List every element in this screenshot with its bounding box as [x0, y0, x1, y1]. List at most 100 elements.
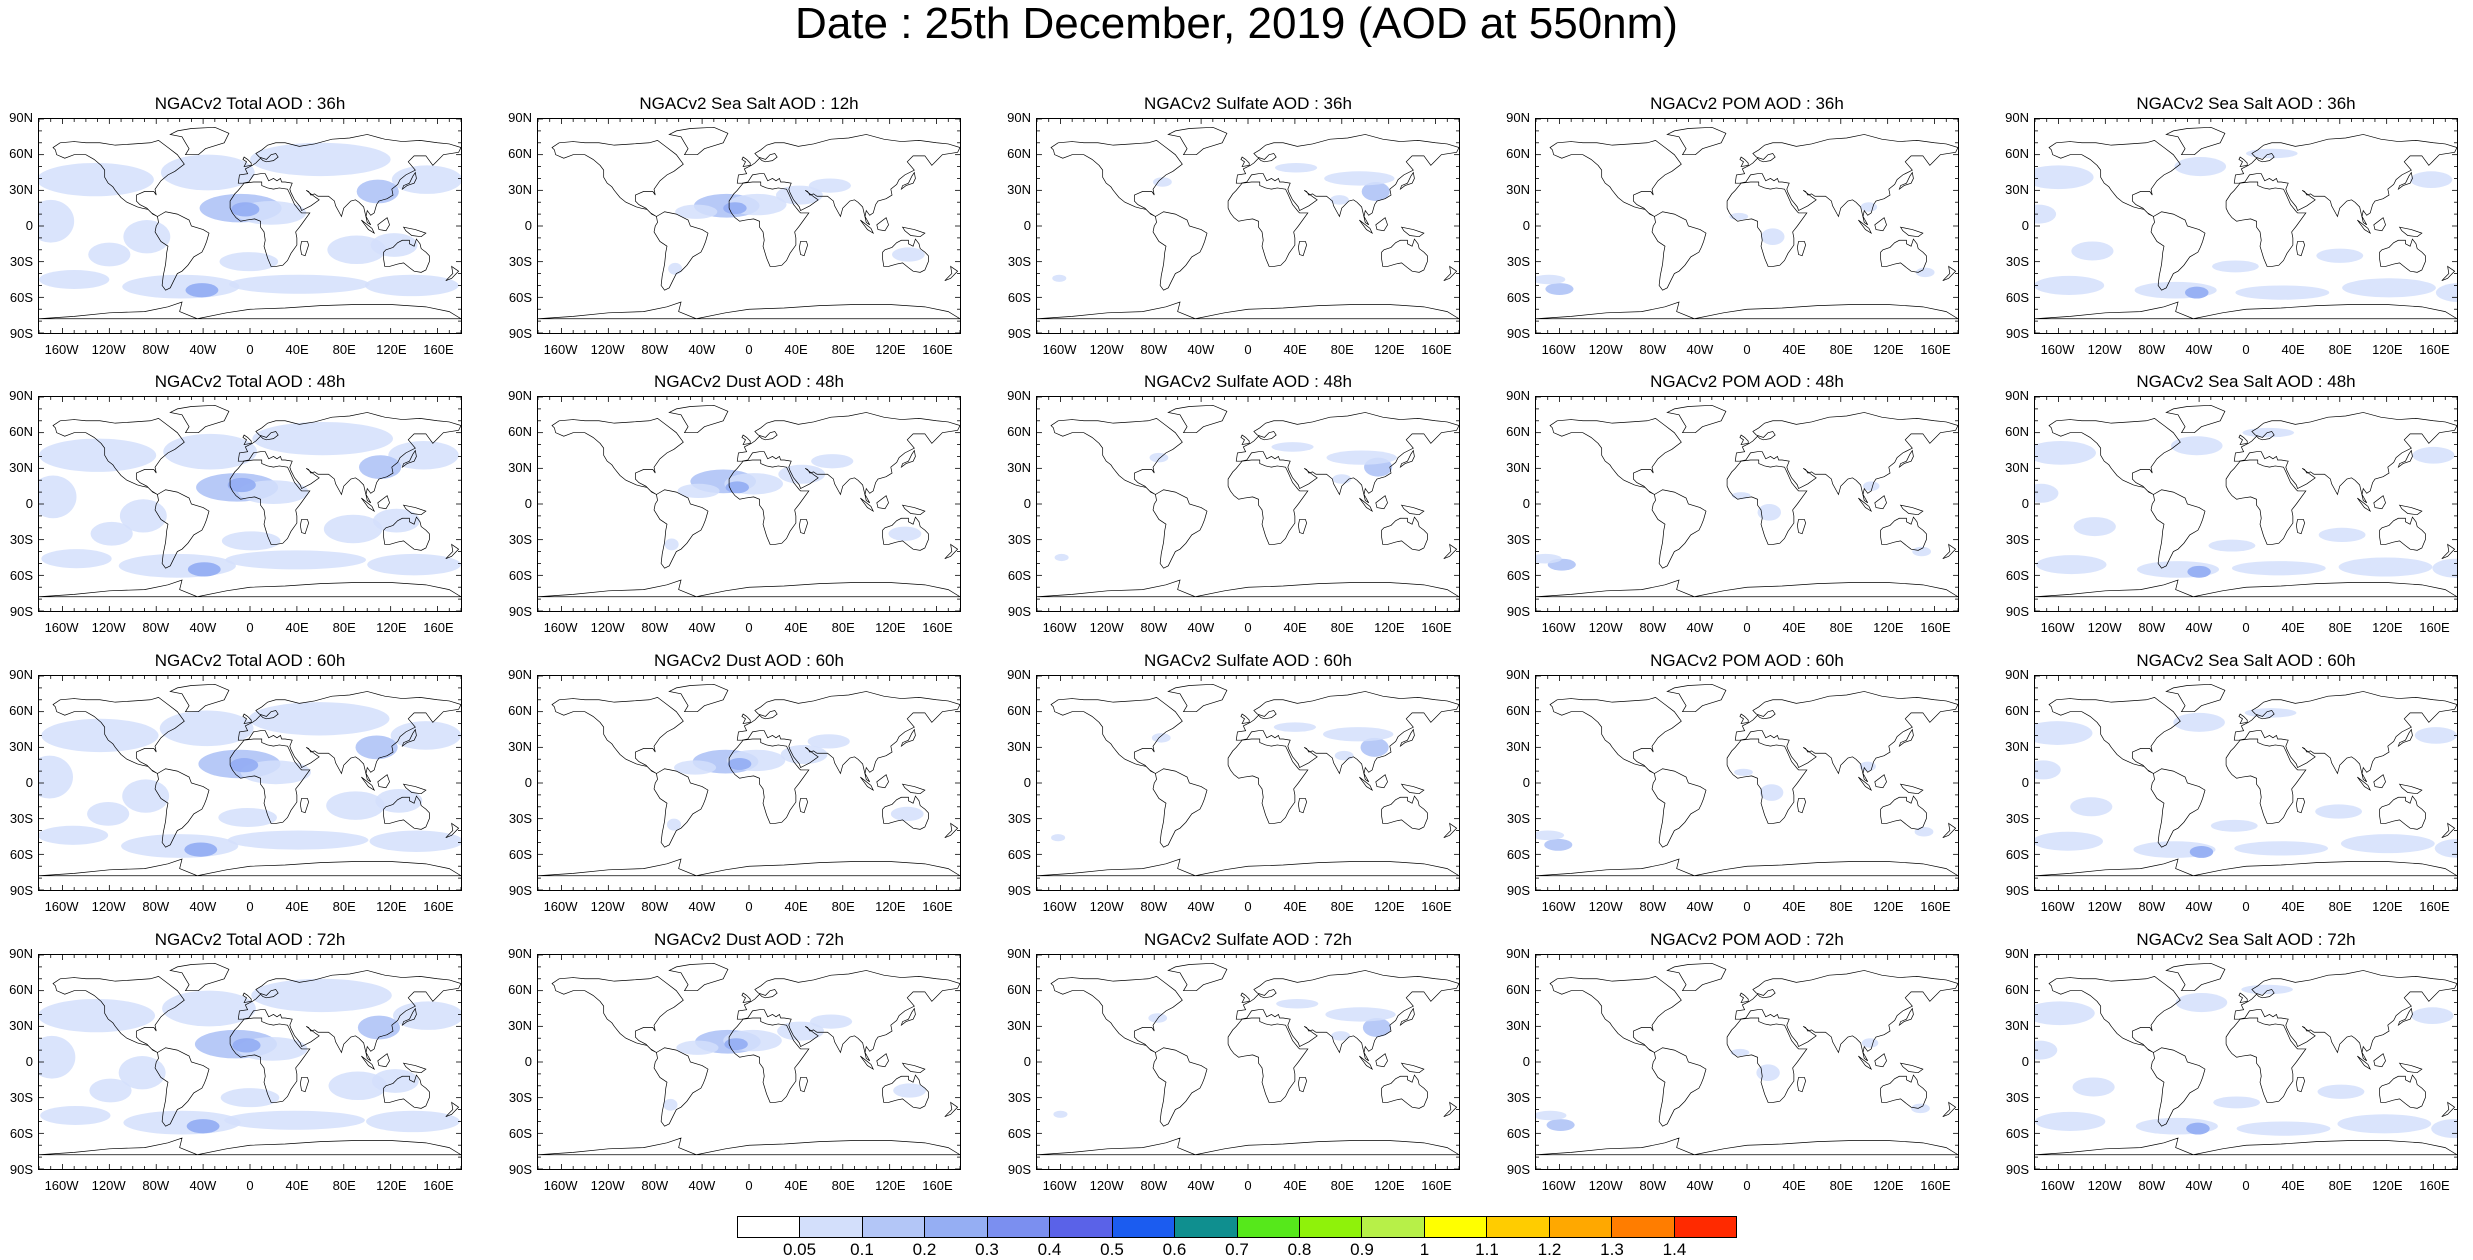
aod-plume [1863, 481, 1880, 491]
coastline [2150, 1047, 2206, 1127]
aod-plume [1915, 267, 1935, 278]
lon-label: 80W [641, 342, 669, 357]
lon-label: 80W [641, 1178, 669, 1193]
aod-plume [356, 179, 399, 204]
map-panel [1036, 675, 1460, 891]
lat-label: 0 [2021, 1054, 2029, 1069]
coastline [728, 738, 810, 824]
coastline [1880, 238, 1927, 273]
coastline [882, 795, 929, 830]
lon-label: 120E [1374, 899, 1405, 914]
main-title: Date : 25th December, 2019 (AOD at 550nm… [795, 0, 1678, 48]
lon-label: 80E [2328, 620, 2352, 635]
coastline [52, 697, 185, 774]
panel-title: NGACv2 POM AOD : 36h [1650, 94, 1844, 113]
map-panel [537, 396, 961, 612]
aod-field [39, 702, 461, 858]
colorbar-swatch [1299, 1217, 1363, 1237]
aod-plume [2337, 1114, 2432, 1134]
lon-label: 120W [1089, 620, 1124, 635]
coastline [900, 449, 916, 469]
colorbar-label: 0.2 [912, 1240, 937, 1259]
coastline [1536, 1137, 1958, 1156]
coastline [2225, 459, 2307, 545]
lon-label: 80E [1829, 1178, 1853, 1193]
aod-plume [1914, 826, 1934, 837]
coastline [1381, 238, 1428, 273]
lon-label: 160W [1541, 1178, 1576, 1193]
aod-plume [41, 549, 112, 569]
aod-plume [663, 1098, 678, 1111]
coastline [551, 697, 684, 774]
lon-label: 160E [1421, 1178, 1452, 1193]
lat-label: 60S [2005, 568, 2029, 583]
lat-label: 0 [25, 1054, 33, 1069]
coastline [944, 1101, 959, 1118]
aod-plume [807, 734, 850, 749]
lon-label: 120E [1374, 342, 1405, 357]
aod-plume [39, 269, 110, 290]
aod-field [1054, 442, 1397, 562]
coastline [229, 181, 311, 267]
lon-label: 120E [875, 342, 906, 357]
aod-plume [1861, 1038, 1879, 1048]
aod-field [1052, 162, 1395, 282]
aod-plume [666, 818, 682, 831]
lat-label: 90N [1007, 946, 1031, 961]
coastline [2357, 219, 2372, 235]
aod-plume [2208, 539, 2256, 552]
aod-plume [2035, 721, 2093, 745]
aod-plume [1051, 834, 1066, 842]
lat-label: 30S [2005, 1090, 2029, 1105]
lon-label: 0 [745, 342, 753, 357]
lon-label: 160W [2040, 342, 2075, 357]
lat-label: 30S [1007, 532, 1031, 547]
aod-plume [39, 1035, 76, 1079]
aod-plume [2035, 483, 2059, 503]
aod-plume [2036, 555, 2107, 575]
lat-label: 30N [1506, 739, 1530, 754]
coastline [445, 822, 460, 839]
lat-label: 90S [2005, 883, 2029, 898]
coastline [2398, 783, 2423, 795]
colorbar-label: 0.1 [850, 1240, 874, 1259]
coastline [402, 1062, 427, 1074]
lon-label: 120W [1588, 620, 1623, 635]
lon-label: 160W [543, 342, 578, 357]
coastline [229, 738, 311, 824]
world-map [1037, 397, 1459, 611]
aod-plume [2412, 446, 2455, 464]
lat-label: 0 [25, 775, 33, 790]
coastline [1359, 776, 1374, 792]
panel-title: NGACv2 Sulfate AOD : 48h [1144, 372, 1352, 391]
lon-label: 120E [2372, 342, 2403, 357]
lat-label: 30N [508, 739, 532, 754]
lat-label: 30S [2005, 811, 2029, 826]
aod-plume [2411, 1007, 2454, 1024]
lat-label: 60N [2005, 146, 2029, 161]
coastline [154, 768, 210, 848]
lon-label: 120W [1089, 899, 1124, 914]
lon-label: 160W [2040, 620, 2075, 635]
lat-label: 60S [9, 1126, 33, 1141]
aod-field [663, 1014, 927, 1111]
lon-label: 40W [688, 1178, 716, 1193]
aod-plume [227, 477, 256, 493]
aod-plume [2185, 286, 2209, 299]
aod-plume [187, 562, 221, 577]
aod-plume [373, 508, 420, 533]
coastline [377, 774, 390, 789]
coastline [1240, 434, 1250, 446]
lon-label: 120W [2087, 899, 2122, 914]
lat-label: 30N [9, 182, 33, 197]
aod-plume [1536, 553, 1562, 564]
coastline [1734, 412, 1958, 504]
aod-plume [2071, 241, 2114, 261]
coastline [377, 217, 390, 232]
lon-label: 80W [142, 899, 170, 914]
aod-field [39, 142, 461, 299]
lon-label: 160W [44, 342, 79, 357]
lat-label: 90N [9, 946, 33, 961]
map-panel [38, 954, 462, 1170]
lat-label: 0 [1522, 218, 1530, 233]
